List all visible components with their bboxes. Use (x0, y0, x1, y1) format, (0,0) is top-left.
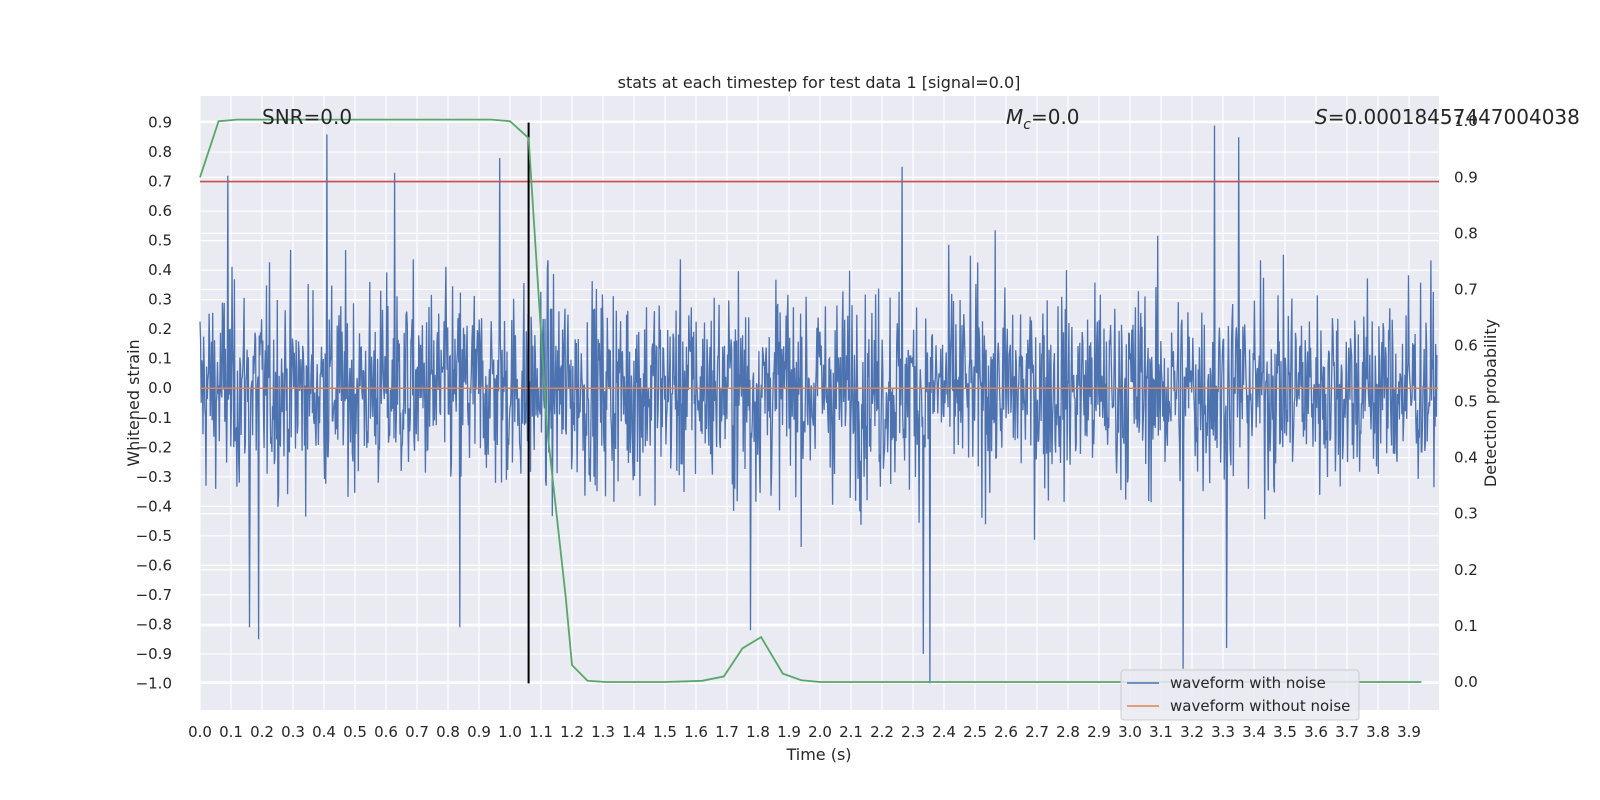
x-tick-label: 1.6 (684, 723, 708, 741)
y-tick-label: 0.0 (148, 379, 172, 397)
snr-annotation: SNR=0.0 (262, 105, 352, 129)
legend-box (1120, 669, 1360, 721)
x-tick-label: 2.2 (870, 723, 894, 741)
reference-lines (199, 118, 1439, 684)
x-tick-label: 2.6 (994, 723, 1018, 741)
x-tick-label: 1.1 (529, 723, 553, 741)
chirp-mass-value: =0.0 (1031, 105, 1080, 129)
series-waveform-with-noise (199, 125, 1438, 684)
x-tick-label: 1.3 (591, 723, 615, 741)
x-tick-label: 3.2 (1180, 723, 1204, 741)
x-tick-label: 3.3 (1211, 723, 1235, 741)
x-tick-label: 0.6 (374, 723, 398, 741)
y-tick-label: 0.2 (148, 320, 172, 338)
x-tick-label: 1.2 (560, 723, 584, 741)
chirp-mass-subscript: c (1023, 117, 1031, 133)
s-value: =0.00018457447004038 (1328, 105, 1580, 129)
y2-tick-label: 0.2 (1454, 561, 1478, 579)
x-tick-label: 2.9 (1087, 723, 1111, 741)
x-tick-label: 3.8 (1366, 723, 1390, 741)
x-tick-label: 3.1 (1149, 723, 1173, 741)
y-tick-label: −0.4 (136, 497, 172, 515)
x-tick-label: 1.8 (746, 723, 770, 741)
x-tick-label: 1.5 (653, 723, 677, 741)
x-tick-label: 2.4 (932, 723, 956, 741)
x-tick-label: 2.7 (1025, 723, 1049, 741)
chirp-mass-symbol: M (1006, 105, 1023, 129)
y-tick-label: 0.5 (148, 232, 172, 250)
y-tick-label: 0.7 (148, 173, 172, 191)
y-tick-label: 0.3 (148, 291, 172, 309)
y2-tick-label: 1.0 (1454, 112, 1478, 130)
y-tick-label: −0.7 (136, 586, 172, 604)
x-tick-label: 0.9 (467, 723, 491, 741)
x-tick-label: 2.0 (808, 723, 832, 741)
y2-tick-label: 0.5 (1454, 393, 1478, 411)
x-tick-label: 3.4 (1242, 723, 1266, 741)
s-symbol: S (1315, 105, 1328, 129)
y-tick-label: −0.6 (136, 556, 172, 574)
x-tick-label: 2.3 (901, 723, 925, 741)
y-tick-label: −0.9 (136, 645, 172, 663)
tick-labels: 0.0 0.1 0.2 0.3 0.4 0.5 0.6 0.7 0.8 0.9 1.0 1.1 1.2 1… (136, 112, 1478, 741)
x-tick-label: 0.0 (188, 723, 212, 741)
x-tick-label: 1.9 (777, 723, 801, 741)
legend-label-noise: waveform with noise (1170, 674, 1326, 692)
x-axis-label: Time (s) (785, 745, 851, 764)
y-tick-label: 0.4 (148, 261, 172, 279)
y-tick-label: −0.5 (136, 527, 172, 545)
y2-tick-label: 0.7 (1454, 280, 1478, 298)
x-tick-label: 3.0 (1118, 723, 1142, 741)
s-annotation: S=0.00018457447004038 (1315, 105, 1580, 129)
y-tick-label: 0.8 (148, 143, 172, 161)
y-tick-label: −0.2 (136, 438, 172, 456)
y-tick-label: 0.9 (148, 114, 172, 132)
y-tick-label: −1.0 (136, 674, 172, 692)
x-tick-label: 0.7 (405, 723, 429, 741)
x-tick-label: 2.5 (963, 723, 987, 741)
y2-tick-label: 0.8 (1454, 224, 1478, 242)
data-series (199, 125, 1438, 684)
grid-lines (199, 96, 1439, 710)
series-detection-probability (199, 118, 1422, 683)
x-tick-label: 0.8 (436, 723, 460, 741)
legend-label-clean: waveform without noise (1170, 697, 1350, 715)
y-tick-label: 0.1 (148, 350, 172, 368)
x-tick-label: 2.8 (1056, 723, 1080, 741)
y2-tick-label: 0.4 (1454, 449, 1478, 467)
legend: waveform with noise waveform without noi… (1120, 669, 1360, 721)
x-tick-label: 3.7 (1335, 723, 1359, 741)
x-tick-label: 0.5 (343, 723, 367, 741)
x-tick-label: 1.7 (715, 723, 739, 741)
x-tick-label: 0.3 (281, 723, 305, 741)
chart-title: stats at each timestep for test data 1 [… (618, 73, 1021, 92)
x-tick-label: 3.5 (1273, 723, 1297, 741)
x-tick-label: 1.0 (498, 723, 522, 741)
y-tick-label: −0.8 (136, 615, 172, 633)
y2-tick-label: 0.9 (1454, 168, 1478, 186)
y2-tick-label: 0.0 (1454, 673, 1478, 691)
y2-tick-label: 0.3 (1454, 505, 1478, 523)
x-tick-label: 2.1 (839, 723, 863, 741)
y-tick-label: −0.3 (136, 468, 172, 486)
y-tick-label: −0.1 (136, 409, 172, 427)
x-tick-label: 3.6 (1304, 723, 1328, 741)
y2-tick-label: 0.1 (1454, 617, 1478, 635)
chirp-mass-annotation: Mc=0.0 (1006, 105, 1080, 133)
x-tick-label: 0.1 (219, 723, 243, 741)
y2-tick-label: 0.6 (1454, 337, 1478, 355)
x-tick-label: 0.4 (312, 723, 336, 741)
x-tick-label: 0.2 (250, 723, 274, 741)
x-tick-label: 1.4 (622, 723, 646, 741)
x-tick-label: 3.9 (1397, 723, 1421, 741)
y-axis-label: Whitened strain (124, 339, 143, 466)
y2-axis-label: Detection probability (1481, 319, 1500, 487)
y-tick-label: 0.6 (148, 202, 172, 220)
